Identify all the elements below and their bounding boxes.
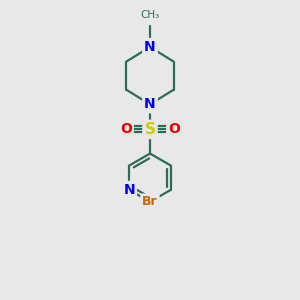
Text: S: S bbox=[145, 122, 155, 137]
Text: Br: Br bbox=[142, 195, 158, 208]
Text: N: N bbox=[123, 183, 135, 197]
Text: O: O bbox=[168, 122, 180, 136]
Text: N: N bbox=[144, 98, 156, 111]
Text: CH₃: CH₃ bbox=[140, 11, 160, 20]
Text: N: N bbox=[144, 40, 156, 54]
Text: O: O bbox=[120, 122, 132, 136]
